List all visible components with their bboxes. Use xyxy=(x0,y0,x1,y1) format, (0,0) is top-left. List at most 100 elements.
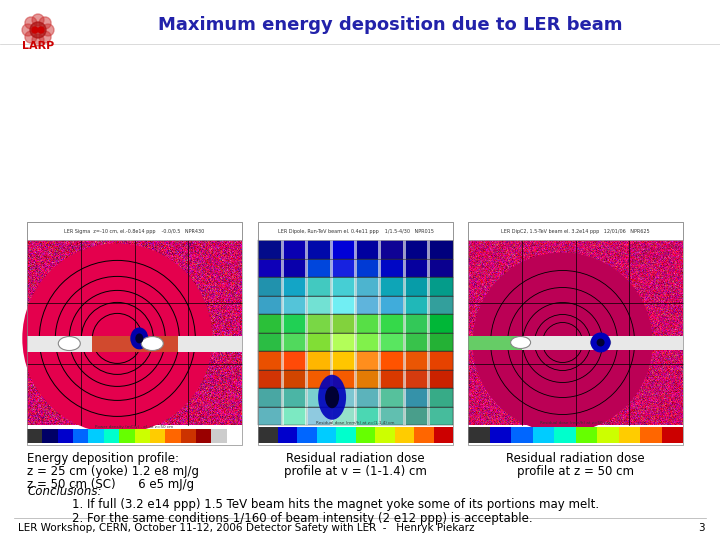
Bar xyxy=(282,388,307,407)
Bar xyxy=(331,295,356,314)
Bar xyxy=(42,429,58,443)
Bar xyxy=(282,259,307,277)
Circle shape xyxy=(22,24,34,36)
Bar xyxy=(196,429,211,443)
Bar xyxy=(380,333,404,351)
Bar xyxy=(404,407,428,425)
Bar xyxy=(307,351,331,369)
Bar xyxy=(618,427,640,443)
Bar xyxy=(404,369,428,388)
Bar xyxy=(27,222,242,240)
Bar xyxy=(135,429,150,443)
Bar xyxy=(554,427,575,443)
Bar xyxy=(404,314,428,333)
Text: LER Workshop, CERN, October 11-12, 2006: LER Workshop, CERN, October 11-12, 2006 xyxy=(18,523,243,533)
Bar xyxy=(307,295,331,314)
Circle shape xyxy=(42,24,54,36)
Circle shape xyxy=(556,335,570,349)
Text: z = 25 cm (yoke) 1.2 e8 mJ/g: z = 25 cm (yoke) 1.2 e8 mJ/g xyxy=(27,465,199,478)
Text: profile at z = 50 cm: profile at z = 50 cm xyxy=(517,465,634,478)
Bar xyxy=(356,333,380,351)
Text: 2. For the same conditions 1/160 of beam intensity (2 e12 ppp) is acceptable.: 2. For the same conditions 1/160 of beam… xyxy=(72,512,533,525)
Bar xyxy=(91,335,178,352)
Circle shape xyxy=(597,339,605,347)
Bar xyxy=(404,277,428,295)
Circle shape xyxy=(32,34,44,46)
Text: Power density (mC/y) - el. at z=50 cm: Power density (mC/y) - el. at z=50 cm xyxy=(95,425,174,429)
Circle shape xyxy=(590,333,611,353)
Bar xyxy=(380,407,404,425)
Bar xyxy=(468,222,683,240)
Bar xyxy=(331,369,356,388)
Bar xyxy=(533,427,554,443)
Circle shape xyxy=(107,328,127,348)
Bar xyxy=(258,427,277,443)
Bar xyxy=(597,427,618,443)
Bar xyxy=(575,427,597,443)
Bar xyxy=(330,240,333,425)
Circle shape xyxy=(490,271,634,415)
Bar xyxy=(356,427,375,443)
Bar xyxy=(258,222,453,240)
Text: LER Sigma  z=-10 cm, el.-0.8e14 ppp    -0.0/0.5   NPR430: LER Sigma z=-10 cm, el.-0.8e14 ppp -0.0/… xyxy=(64,228,204,233)
Text: Detector Safety with LER  -   Henryk Piekarz: Detector Safety with LER - Henryk Piekar… xyxy=(246,523,474,533)
Bar xyxy=(282,240,307,259)
Bar xyxy=(433,427,453,443)
Bar xyxy=(356,240,380,259)
Ellipse shape xyxy=(141,336,163,350)
Bar xyxy=(258,295,282,314)
Text: Conclusions:: Conclusions: xyxy=(27,485,102,498)
Bar xyxy=(428,314,453,333)
Bar xyxy=(258,351,282,369)
Bar xyxy=(428,333,453,351)
Bar xyxy=(428,407,453,425)
Bar xyxy=(356,407,380,425)
Bar xyxy=(297,427,317,443)
Text: 1. If full (3.2 e14 ppp) 1.5 TeV beam hits the magnet yoke some of its portions : 1. If full (3.2 e14 ppp) 1.5 TeV beam hi… xyxy=(72,498,599,511)
Text: LER DipC2, 1.5-TeV beam el. 3.2e14 ppp   12/01/06   NPR625: LER DipC2, 1.5-TeV beam el. 3.2e14 ppp 1… xyxy=(501,228,650,233)
Text: Maximum energy deposition due to LER beam: Maximum energy deposition due to LER bea… xyxy=(158,16,622,34)
Ellipse shape xyxy=(130,327,148,349)
Bar xyxy=(27,429,42,443)
Bar xyxy=(490,427,511,443)
Bar xyxy=(468,335,522,349)
Bar xyxy=(307,259,331,277)
Bar xyxy=(331,388,356,407)
Bar xyxy=(404,388,428,407)
Circle shape xyxy=(92,313,143,363)
Bar xyxy=(380,295,404,314)
Bar xyxy=(307,407,331,425)
Circle shape xyxy=(39,31,51,43)
Bar xyxy=(356,369,380,388)
Ellipse shape xyxy=(318,375,346,420)
Circle shape xyxy=(38,27,44,33)
Bar xyxy=(258,369,282,388)
Bar xyxy=(331,277,356,295)
Circle shape xyxy=(30,22,46,38)
Bar xyxy=(165,429,181,443)
Bar xyxy=(331,351,356,369)
Bar xyxy=(427,240,430,425)
Circle shape xyxy=(22,244,212,434)
Bar xyxy=(404,259,428,277)
Bar xyxy=(380,351,404,369)
Ellipse shape xyxy=(135,333,143,343)
Bar xyxy=(282,407,307,425)
Bar xyxy=(89,429,104,443)
Text: Residual dose (rem/h) at z=50 cm: Residual dose (rem/h) at z=50 cm xyxy=(541,421,611,425)
Bar xyxy=(356,314,380,333)
Circle shape xyxy=(25,31,37,43)
Bar xyxy=(305,240,308,425)
Bar xyxy=(380,314,404,333)
Circle shape xyxy=(39,17,51,29)
Circle shape xyxy=(81,302,153,374)
Bar xyxy=(379,240,382,425)
Bar xyxy=(27,335,242,352)
Bar xyxy=(356,295,380,314)
Circle shape xyxy=(32,27,38,33)
Bar xyxy=(150,429,165,443)
Bar xyxy=(380,277,404,295)
Text: Energy deposition profile:: Energy deposition profile: xyxy=(27,452,179,465)
Bar xyxy=(395,427,414,443)
Bar xyxy=(380,259,404,277)
